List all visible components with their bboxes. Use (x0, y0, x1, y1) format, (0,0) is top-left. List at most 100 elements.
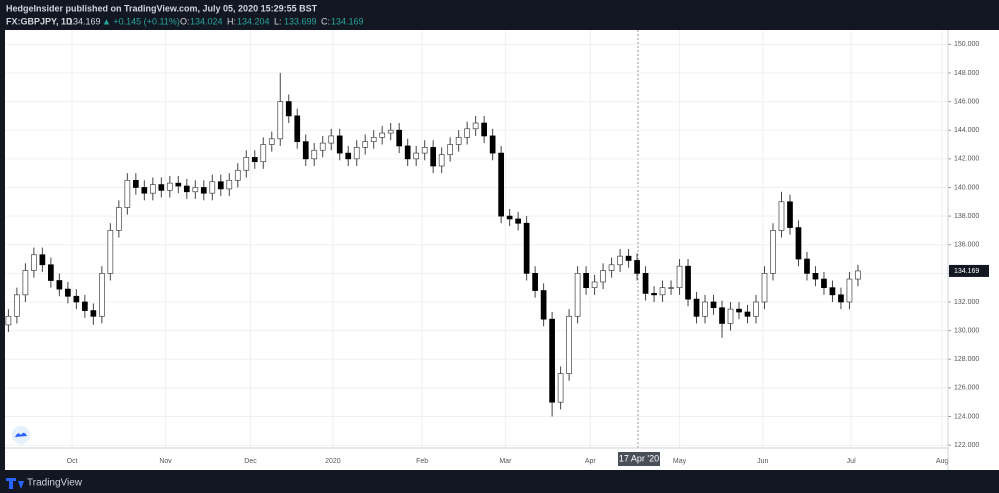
candle-body (821, 278, 827, 289)
candle-body (345, 152, 352, 160)
candle-body (319, 142, 326, 151)
candle-body (651, 293, 657, 296)
y-tick-label: 142.000 (954, 156, 979, 163)
candle-body (200, 187, 207, 194)
candle-body (574, 273, 581, 317)
y-tick-label: 124.000 (954, 413, 979, 420)
candle-body (634, 260, 640, 274)
candle-body (294, 115, 301, 143)
ohlc-value: 134.024 (190, 16, 223, 26)
x-tick-label: Jun (757, 458, 768, 465)
candle-body (31, 254, 37, 271)
candle-body (379, 132, 386, 138)
candle-body (608, 264, 615, 271)
candle-body (464, 128, 471, 138)
candle-body (370, 137, 377, 143)
candle-body (804, 258, 810, 274)
x-tick-label: Jul (847, 458, 856, 465)
ohlc-value: 133.699 (284, 16, 317, 26)
x-tick-label: Oct (67, 458, 78, 465)
candle-body (243, 157, 250, 171)
candle-body (770, 230, 776, 274)
candle-body (14, 294, 20, 317)
y-tick-label: 140.000 (954, 184, 979, 191)
candle-body (702, 301, 708, 317)
price-label-box (949, 264, 989, 277)
y-tick-label: 130.000 (954, 327, 979, 334)
candle-body (285, 101, 292, 117)
candle-body (183, 185, 190, 193)
candle-body (158, 184, 165, 191)
x-tick-label: May (673, 458, 687, 465)
candle-body (166, 182, 173, 191)
candle-body (532, 273, 538, 291)
ohlc: O: 134.024 H: 134.204 L: 133.699 C: 134.169 (180, 16, 364, 26)
candle-body (56, 280, 63, 290)
candle-body (625, 255, 632, 261)
watermark (12, 426, 30, 444)
candle-body (73, 295, 80, 303)
y-tick-label: 122.000 (954, 442, 979, 449)
candle-body (22, 270, 29, 296)
ohlc-value: 134.169 (331, 16, 364, 26)
candle-body (217, 181, 224, 190)
y-tick-label: 138.000 (954, 213, 979, 220)
candle-body (413, 152, 420, 160)
candle-body (362, 141, 369, 148)
ohlc-label: L: (274, 16, 282, 26)
candle-body (498, 152, 504, 217)
candle-body (39, 254, 46, 266)
candle-body (668, 287, 674, 289)
candle-body (795, 227, 802, 260)
candle-body (693, 298, 700, 317)
ohlc-label: H: (227, 16, 236, 26)
symbol: FX:GBPJPY, 1D (6, 16, 73, 26)
candle-body (5, 315, 12, 326)
candle-body (141, 187, 148, 194)
brand-name: TradingView (27, 478, 83, 489)
candle-body (396, 129, 403, 147)
candle-body (600, 270, 606, 283)
candle-body (149, 184, 156, 194)
candle-body (812, 273, 819, 280)
candle-body (438, 154, 445, 167)
candle-body (124, 179, 131, 208)
candle-body (549, 318, 555, 403)
ohlc-label: O: (180, 16, 190, 26)
candle-body (744, 311, 751, 317)
candle-body (421, 147, 428, 154)
candle-body (209, 181, 216, 194)
y-tick-label: 144.000 (954, 127, 979, 134)
candle-body (48, 264, 54, 281)
candle-body (260, 144, 267, 163)
candle-body (132, 179, 139, 188)
candle-body (855, 270, 861, 280)
x-tick-label: Aug (936, 458, 949, 465)
x-tick-label: Dec (244, 458, 257, 465)
x-tick-label: 2020 (325, 458, 341, 465)
candle-body (727, 308, 734, 324)
candle-body (736, 308, 742, 313)
candles (5, 72, 861, 417)
y-tick-label: 132.000 (954, 299, 979, 306)
candle-body (838, 294, 844, 303)
candle-body (404, 145, 411, 160)
y-tick-label: 148.000 (954, 70, 979, 77)
candle-body (778, 201, 785, 231)
candle-body (277, 101, 284, 140)
candle-body (540, 290, 547, 320)
candle-body (328, 135, 335, 144)
candle-body (566, 315, 572, 374)
candle-body (311, 149, 318, 160)
price-label: 134.169 (954, 268, 979, 275)
candle-body (753, 301, 759, 317)
y-tick-label: 126.000 (954, 385, 979, 392)
candle-body (846, 278, 853, 303)
candle-body (302, 141, 309, 160)
chart-area (5, 30, 999, 470)
candle-body (192, 187, 199, 193)
y-tick-label: 128.000 (954, 356, 979, 363)
crosshair-date-box (618, 452, 660, 466)
x-tick-label: Feb (416, 458, 428, 465)
candle-body (226, 179, 233, 190)
